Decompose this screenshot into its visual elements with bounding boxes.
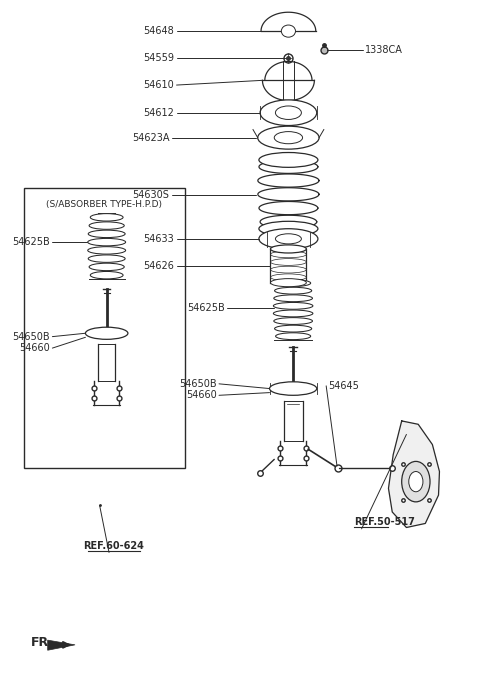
Text: REF.60-624: REF.60-624 [84,541,144,551]
Text: 54612: 54612 [144,107,174,118]
Text: 54650B: 54650B [179,379,216,389]
Ellipse shape [409,471,423,492]
Ellipse shape [402,462,430,502]
Ellipse shape [276,279,311,286]
Text: 54648: 54648 [144,26,174,36]
Ellipse shape [276,106,301,120]
Ellipse shape [259,152,318,167]
Ellipse shape [260,100,317,126]
Text: 54645: 54645 [328,381,360,391]
Text: REF.50-517: REF.50-517 [355,517,415,527]
Polygon shape [48,640,75,650]
Ellipse shape [259,228,318,249]
Text: 54625B: 54625B [12,237,50,248]
Text: 54610: 54610 [144,80,174,90]
Text: FR.: FR. [31,636,54,649]
Ellipse shape [281,25,296,37]
Ellipse shape [274,318,312,324]
Ellipse shape [273,310,313,317]
Polygon shape [388,421,440,528]
Ellipse shape [270,381,317,395]
Ellipse shape [89,263,124,271]
Ellipse shape [90,271,123,279]
Ellipse shape [88,230,125,237]
Text: 54625B: 54625B [187,303,225,313]
Text: 54559: 54559 [143,53,174,63]
Ellipse shape [270,279,306,287]
Bar [24,188,185,468]
Text: 54660: 54660 [186,390,216,401]
Ellipse shape [90,214,123,221]
Ellipse shape [270,245,306,253]
Ellipse shape [88,247,126,254]
Ellipse shape [275,287,312,294]
Text: 54623A: 54623A [132,133,169,143]
Ellipse shape [89,222,124,229]
Ellipse shape [88,255,125,262]
Text: 54633: 54633 [144,234,174,244]
Ellipse shape [276,333,311,339]
Ellipse shape [88,239,126,246]
Ellipse shape [259,221,318,236]
Ellipse shape [275,325,312,332]
Ellipse shape [258,126,319,149]
Text: 54630S: 54630S [132,190,169,200]
Text: 54650B: 54650B [12,332,50,341]
Text: 1338CA: 1338CA [365,45,403,55]
Text: (S/ABSORBER TYPE-H.P.D): (S/ABSORBER TYPE-H.P.D) [46,201,162,209]
Ellipse shape [274,132,302,143]
Ellipse shape [85,327,128,339]
Ellipse shape [274,295,312,302]
Ellipse shape [273,303,313,309]
Ellipse shape [276,234,301,244]
Text: 54660: 54660 [19,343,50,353]
Text: 54626: 54626 [144,261,174,271]
